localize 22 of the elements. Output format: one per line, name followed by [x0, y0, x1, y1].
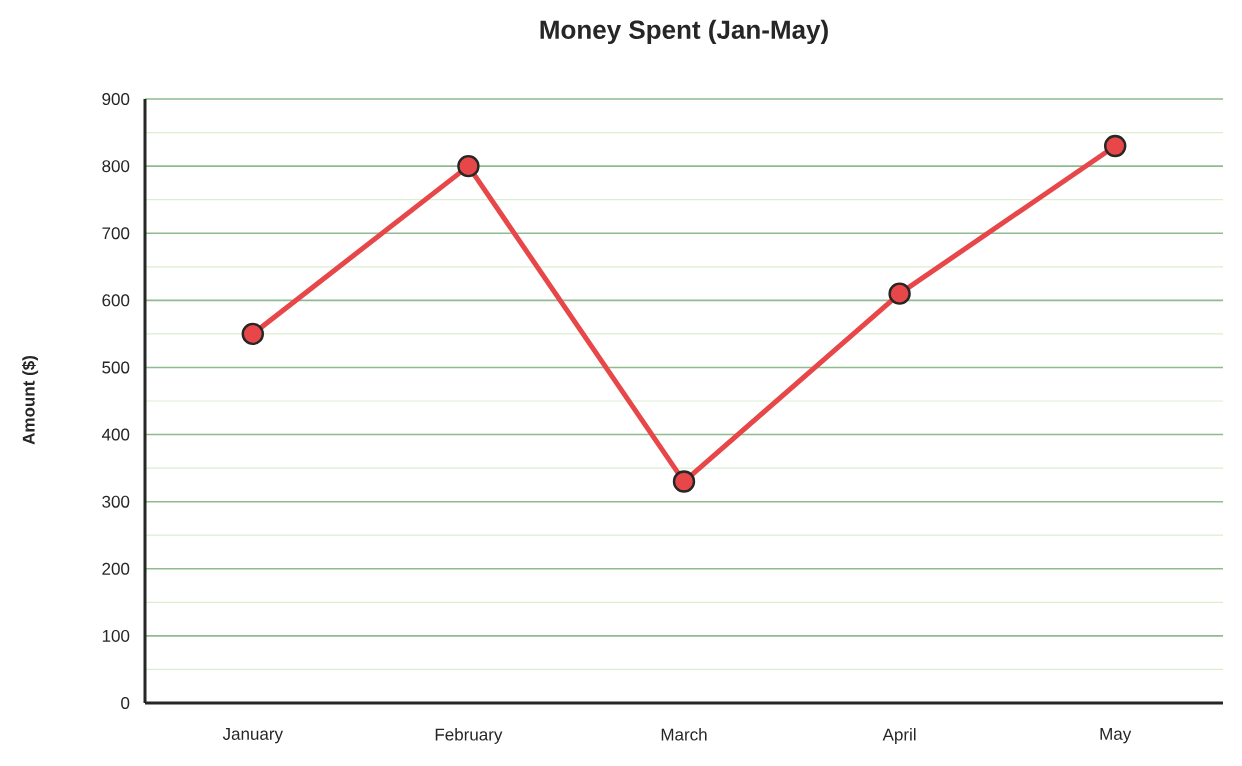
point	[888, 282, 911, 305]
x-tick-label: February	[435, 728, 503, 744]
y-axis-title: Amount ($)	[21, 356, 39, 445]
x-tick-label: May	[1100, 728, 1132, 744]
y-tick-label: 700	[102, 227, 130, 240]
y-tick-label: 900	[102, 93, 130, 106]
chart-title: Money Spent (Jan-May)	[540, 19, 828, 45]
y-tick-label: 300	[102, 495, 130, 508]
point	[457, 154, 480, 178]
y-tick-label: 100	[102, 629, 130, 642]
point	[672, 470, 696, 493]
y-tick-label: 0	[121, 697, 130, 710]
y-tick-label: 400	[101, 428, 130, 441]
point	[241, 322, 264, 346]
y-tick-label: 500	[102, 361, 130, 374]
y-tick-label: 200	[102, 562, 130, 575]
point	[1104, 134, 1127, 158]
x-tick-label: March	[661, 728, 707, 741]
y-tick-label: 600	[102, 294, 130, 307]
x-tick-label: January	[222, 728, 283, 744]
x-tick-label: April	[882, 728, 916, 744]
y-tick-label: 800	[102, 160, 130, 173]
